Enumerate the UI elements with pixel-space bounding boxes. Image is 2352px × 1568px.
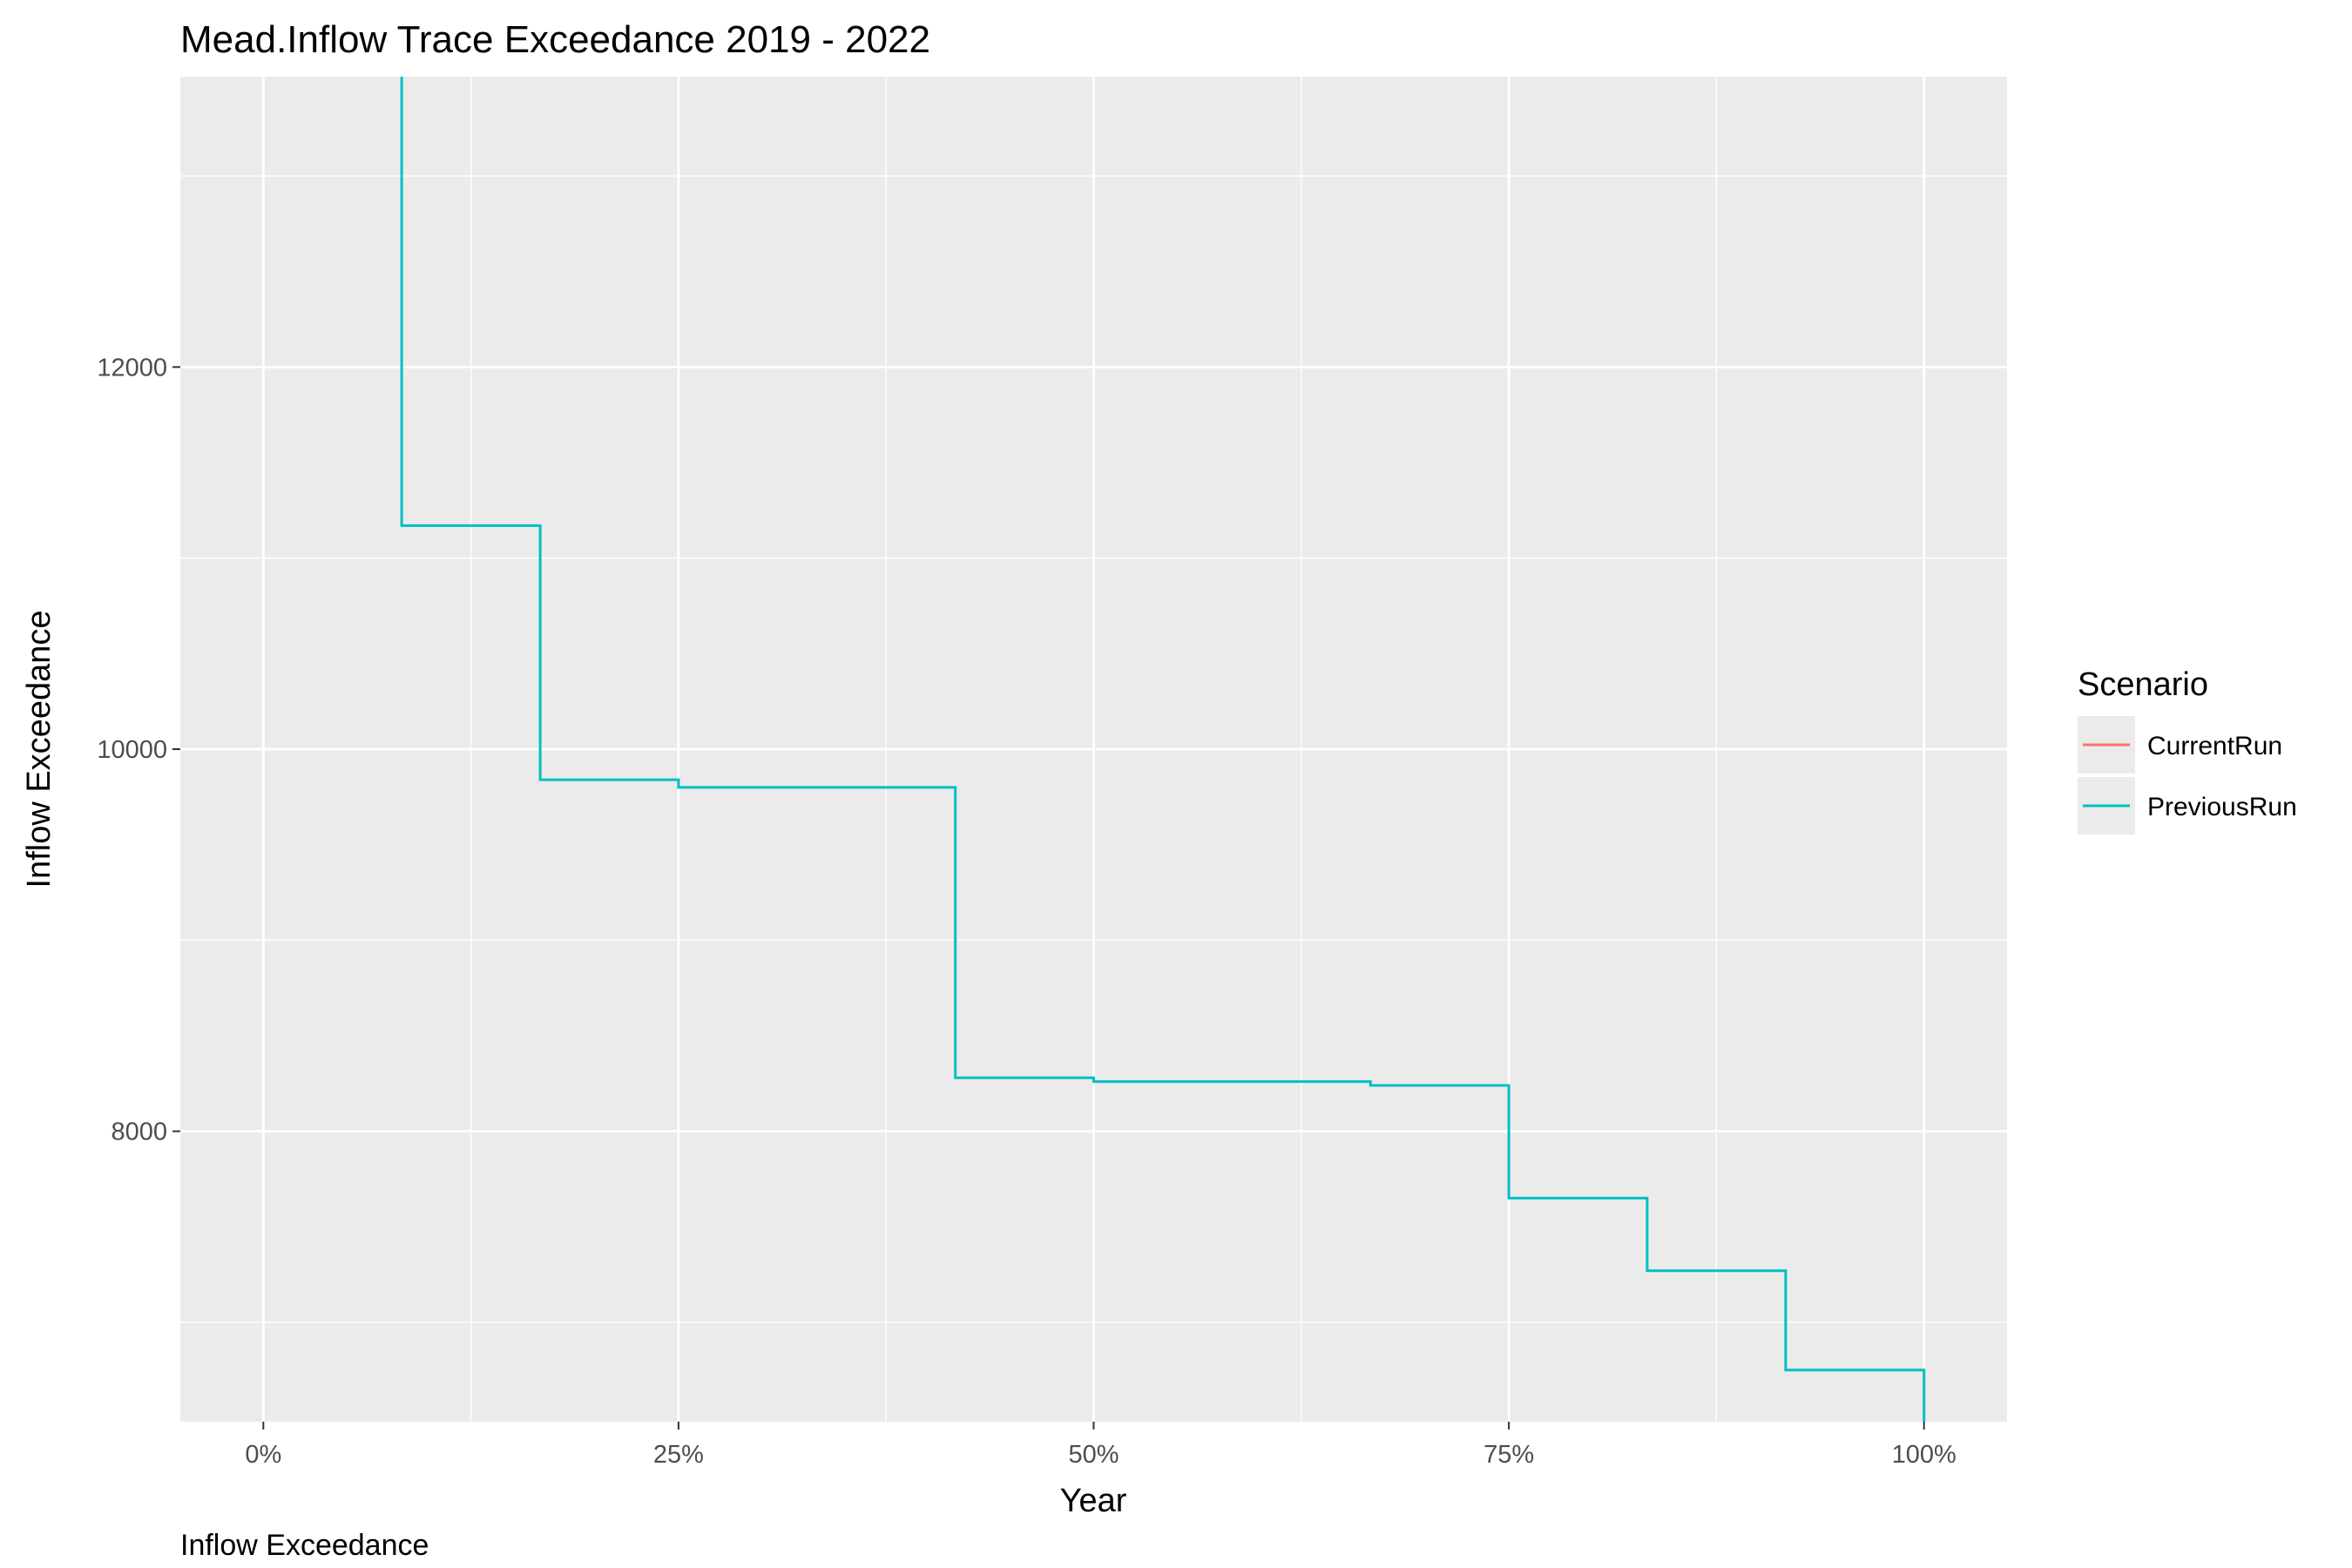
legend-title: Scenario (2078, 666, 2208, 703)
series-line-previousrun (400, 77, 1926, 1422)
legend: Scenario CurrentRun PreviousRun (2078, 666, 2297, 835)
y-tick-label: 8000 (111, 1119, 167, 1146)
x-tick-label: 0% (245, 1441, 281, 1469)
series-layer (400, 77, 1926, 1422)
x-axis-title: Year (1060, 1483, 1127, 1519)
x-tick-label: 50% (1068, 1441, 1119, 1469)
x-tick-label: 100% (1892, 1441, 1957, 1469)
legend-label-previousrun: PreviousRun (2147, 793, 2297, 821)
x-tick-label: 75% (1484, 1441, 1534, 1469)
y-tick-label: 12000 (97, 354, 167, 382)
legend-label-currentrun: CurrentRun (2147, 732, 2282, 760)
grid-layer (180, 77, 2007, 1422)
x-tick-label: 25% (653, 1441, 704, 1469)
y-axis-title: Inflow Exceedance (21, 611, 57, 889)
axis-layer: 0% 25% 50% 75% 100% 8000 10000 12000 (97, 354, 1956, 1469)
y-tick-label: 10000 (97, 736, 167, 764)
chart-title: Mead.Inflow Trace Exceedance 2019 - 2022 (180, 18, 930, 61)
chart-caption: Inflow Exceedance (180, 1529, 429, 1562)
